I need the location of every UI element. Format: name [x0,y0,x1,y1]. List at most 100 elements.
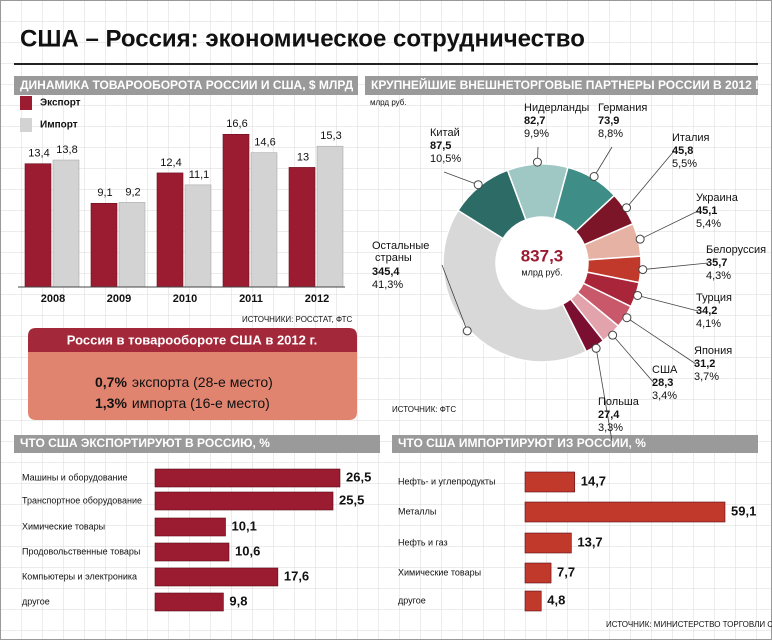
info-text: экспорта (28-е место) [132,374,273,390]
leader-dot [608,330,618,340]
leader-line [637,295,699,312]
value-label: 34,2 [696,305,717,317]
category-label: Белоруссия [706,244,766,256]
leader-line [642,262,709,270]
info-text: импорта (16-е место) [132,395,270,411]
value-label: 9,1 [97,187,112,199]
category-label: Машины и оборудование [22,472,128,482]
value-label: 10,1 [232,518,257,533]
value-label: 15,3 [320,130,341,142]
bar [524,590,542,612]
percent-label: 4,3% [706,270,731,282]
percent-label: 4,1% [696,318,721,330]
category-label: Металлы [398,506,436,516]
category-label: Украина [696,192,739,204]
category-label: Химические товары [398,567,481,577]
bar [316,145,344,288]
leader-line [593,146,613,177]
legend-swatch [20,118,32,132]
info-line: 0,7% экспорта (28-е место) [95,374,273,390]
value-label: 7,7 [557,564,575,579]
category-label: Нефть- и углепродукты [398,476,495,486]
bar [524,532,572,554]
category-label: Китай [430,127,460,139]
bar [154,592,224,612]
source: ИСТОЧНИК: МИНИСТЕРСТВО ТОРГОВЛИ США [606,620,772,629]
value-label: 17,6 [284,568,309,583]
value-label: 13,8 [56,144,77,156]
page-title: США – Россия: экономическое сотрудничест… [20,25,585,52]
value-label: 4,8 [547,592,565,607]
leader-dot [633,290,643,300]
total-value: 837,3 [521,246,564,265]
source: ИСТОЧНИКИ: РОССТАТ, ФТС [242,315,353,324]
bar [222,133,250,288]
leader-dot [635,234,645,244]
category-label: другое [398,595,426,605]
x-tick-label: 2010 [173,293,197,305]
value-label: 28,3 [652,377,673,389]
leader-dot [622,203,632,213]
value-label: 345,4 [372,266,400,278]
info-value: 0,7% [95,374,127,390]
leader-line [443,171,479,186]
x-tick-label: 2008 [41,293,65,305]
leader-line [626,150,675,208]
leader-dot [589,171,599,181]
x-tick-label: 2012 [305,293,329,305]
category-label: Нефть и газ [398,537,448,547]
value-label: 14,7 [581,473,606,488]
leader-line [612,334,655,384]
section-title: ЧТО США ИМПОРТИРУЮТ ИЗ РОССИИ, % [398,436,646,450]
percent-label: 5,4% [696,218,721,230]
section-header [392,435,758,453]
legend-swatch [20,96,32,110]
leader-dot [622,313,632,323]
percent-label: 3,3% [598,422,623,434]
leader-dot [591,343,601,353]
bar [288,167,316,288]
legend-label: Экспорт [40,98,81,109]
section-title: ЧТО США ЭКСПОРТИРУЮТ В РОССИЮ, % [20,436,270,450]
bar [250,152,278,288]
bar [154,567,279,587]
bar [524,501,726,523]
info-line: 1,3% импорта (16-е место) [95,395,270,411]
category-label: Химические товары [22,521,105,531]
percent-label: 10,5% [430,153,461,165]
value-label: 73,9 [598,115,619,127]
percent-label: 5,5% [672,158,697,170]
category-label: Германия [598,102,647,114]
leader-line [639,210,699,240]
bar [156,172,184,288]
section-title: ДИНАМИКА ТОВАРООБОРОТА РОССИИ И США, $ М… [20,78,354,92]
category-label: Продовольственные товары [22,546,140,556]
donut-hole [496,217,588,309]
category-label: Нидерланды [524,102,589,114]
category-label: другое [22,596,50,606]
info-body [28,352,357,420]
info-title: Россия в товарообороте США в 2012 г. [67,332,317,347]
value-label: 45,8 [672,145,693,157]
unit: млрд руб. [370,98,407,107]
bar [524,562,552,584]
bar [524,471,576,493]
leader-line [626,317,697,365]
value-label: 14,6 [254,137,275,149]
category-label: Транспортное оборудование [22,495,142,505]
value-label: 26,5 [346,469,371,484]
value-label: 35,7 [706,257,727,269]
leader-dot [532,157,542,167]
bar [154,542,230,562]
value-label: 45,1 [696,205,717,217]
bar [184,184,212,288]
leader-dot [638,265,648,275]
section-header [365,76,758,95]
value-label: 31,2 [694,358,715,370]
category-label: Компьютеры и электроника [22,571,137,581]
label-line: Остальные [372,240,429,252]
value-label: 82,7 [524,115,545,127]
value-label: 87,5 [430,140,451,152]
